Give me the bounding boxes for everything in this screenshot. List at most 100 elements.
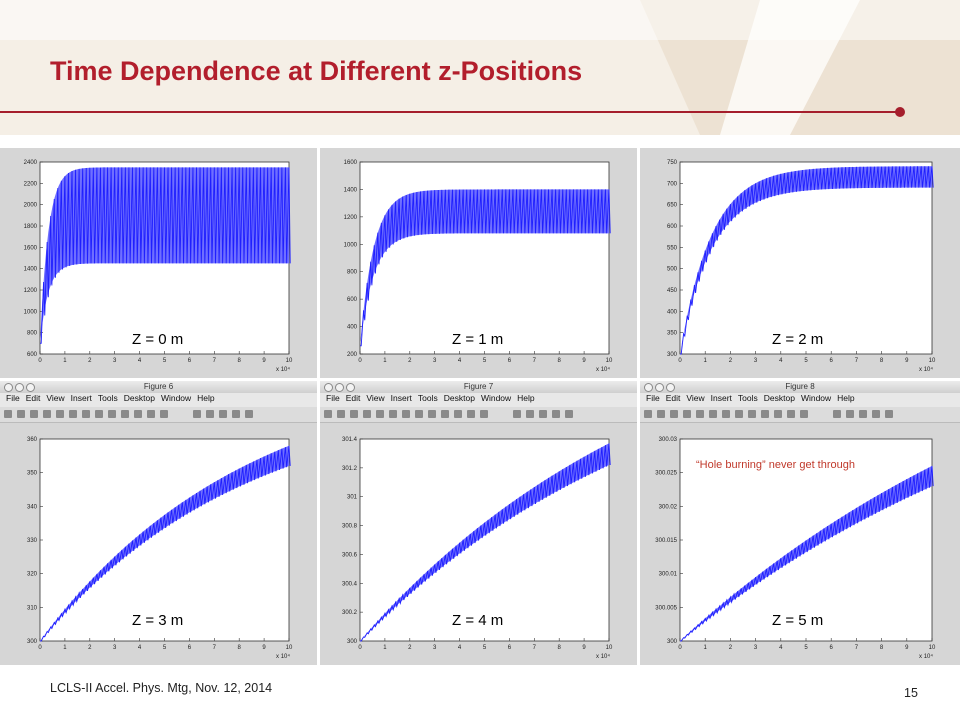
x-tick-label: 6 bbox=[830, 645, 834, 651]
toolbar-tool-icon[interactable] bbox=[526, 410, 534, 418]
menu-tools[interactable]: Tools bbox=[737, 393, 758, 403]
menu-tools[interactable]: Tools bbox=[97, 393, 118, 403]
close-icon[interactable] bbox=[644, 383, 653, 392]
toolbar-tool-icon[interactable] bbox=[428, 410, 436, 418]
zoom-icon[interactable] bbox=[346, 383, 355, 392]
toolbar-tool-icon[interactable] bbox=[709, 410, 717, 418]
toolbar-tool-icon[interactable] bbox=[441, 410, 449, 418]
close-icon[interactable] bbox=[4, 383, 13, 392]
toolbar-tool-icon[interactable] bbox=[56, 410, 64, 418]
toolbar-tool-icon[interactable] bbox=[670, 410, 678, 418]
menu-file[interactable]: File bbox=[646, 393, 660, 403]
toolbar-tool-icon[interactable] bbox=[402, 410, 410, 418]
toolbar-tool-icon[interactable] bbox=[565, 410, 573, 418]
x-tick-label: 8 bbox=[880, 358, 884, 364]
x-tick-label: 1 bbox=[383, 645, 387, 651]
toolbar-tool-icon[interactable] bbox=[245, 410, 253, 418]
toolbar-tool-icon[interactable] bbox=[800, 410, 808, 418]
toolbar-tool-icon[interactable] bbox=[722, 410, 730, 418]
toolbar-tool-icon[interactable] bbox=[108, 410, 116, 418]
toolbar-tool-icon[interactable] bbox=[324, 410, 332, 418]
toolbar-tool-icon[interactable] bbox=[95, 410, 103, 418]
minimize-icon[interactable] bbox=[335, 383, 344, 392]
toolbar-tool-icon[interactable] bbox=[657, 410, 665, 418]
z-position-label: Z = 5 m bbox=[772, 612, 823, 629]
minimize-icon[interactable] bbox=[655, 383, 664, 392]
menu-file[interactable]: File bbox=[326, 393, 340, 403]
y-tick-label: 1400 bbox=[344, 187, 358, 193]
title-rule bbox=[0, 111, 900, 113]
toolbar-tool-icon[interactable] bbox=[696, 410, 704, 418]
menu-help[interactable]: Help bbox=[197, 393, 215, 403]
menu-desktop[interactable]: Desktop bbox=[763, 393, 795, 403]
toolbar-tool-icon[interactable] bbox=[644, 410, 652, 418]
menu-edit[interactable]: Edit bbox=[25, 393, 41, 403]
menu-desktop[interactable]: Desktop bbox=[443, 393, 475, 403]
toolbar-tool-icon[interactable] bbox=[872, 410, 880, 418]
toolbar-tool-icon[interactable] bbox=[134, 410, 142, 418]
x-tick-label: 1 bbox=[704, 358, 708, 364]
toolbar-tool-icon[interactable] bbox=[480, 410, 488, 418]
toolbar-tool-icon[interactable] bbox=[552, 410, 560, 418]
toolbar-tool-icon[interactable] bbox=[147, 410, 155, 418]
toolbar-tool-icon[interactable] bbox=[415, 410, 423, 418]
toolbar-tool-icon[interactable] bbox=[539, 410, 547, 418]
toolbar-tool-icon[interactable] bbox=[787, 410, 795, 418]
toolbar-tool-icon[interactable] bbox=[350, 410, 358, 418]
menu-view[interactable]: View bbox=[366, 393, 385, 403]
chart-panel-z0: 600 800 1000 1200 1400 1600 1800 2000 2200 2400 0 1… bbox=[0, 148, 317, 378]
menu-help[interactable]: Help bbox=[517, 393, 535, 403]
toolbar-tool-icon[interactable] bbox=[193, 410, 201, 418]
close-icon[interactable] bbox=[324, 383, 333, 392]
toolbar-tool-icon[interactable] bbox=[337, 410, 345, 418]
toolbar-tool-icon[interactable] bbox=[82, 410, 90, 418]
x-multiplier-label: x 10⁴ bbox=[596, 653, 610, 660]
toolbar-tool-icon[interactable] bbox=[885, 410, 893, 418]
toolbar-tool-icon[interactable] bbox=[859, 410, 867, 418]
y-tick-label: 350 bbox=[667, 331, 678, 337]
menu-insert[interactable]: Insert bbox=[390, 393, 412, 403]
menu-window[interactable]: Window bbox=[480, 393, 512, 403]
toolbar-tool-icon[interactable] bbox=[232, 410, 240, 418]
menu-view[interactable]: View bbox=[686, 393, 705, 403]
toolbar-tool-icon[interactable] bbox=[376, 410, 384, 418]
plot-area bbox=[679, 161, 933, 355]
toolbar-tool-icon[interactable] bbox=[4, 410, 12, 418]
toolbar-tool-icon[interactable] bbox=[69, 410, 77, 418]
toolbar-tool-icon[interactable] bbox=[389, 410, 397, 418]
toolbar-tool-icon[interactable] bbox=[748, 410, 756, 418]
toolbar-tool-icon[interactable] bbox=[160, 410, 168, 418]
toolbar-tool-icon[interactable] bbox=[219, 410, 227, 418]
zoom-icon[interactable] bbox=[26, 383, 35, 392]
zoom-icon[interactable] bbox=[666, 383, 675, 392]
menu-desktop[interactable]: Desktop bbox=[123, 393, 155, 403]
toolbar-tool-icon[interactable] bbox=[206, 410, 214, 418]
toolbar-tool-icon[interactable] bbox=[121, 410, 129, 418]
menu-insert[interactable]: Insert bbox=[710, 393, 732, 403]
menu-window[interactable]: Window bbox=[160, 393, 192, 403]
menu-view[interactable]: View bbox=[46, 393, 65, 403]
series-envelope-area bbox=[40, 167, 289, 344]
menu-edit[interactable]: Edit bbox=[345, 393, 361, 403]
toolbar-tool-icon[interactable] bbox=[363, 410, 371, 418]
toolbar-tool-icon[interactable] bbox=[454, 410, 462, 418]
toolbar-tool-icon[interactable] bbox=[17, 410, 25, 418]
menu-tools[interactable]: Tools bbox=[417, 393, 438, 403]
toolbar-tool-icon[interactable] bbox=[513, 410, 521, 418]
toolbar-tool-icon[interactable] bbox=[833, 410, 841, 418]
menu-help[interactable]: Help bbox=[837, 393, 855, 403]
toolbar-tool-icon[interactable] bbox=[30, 410, 38, 418]
toolbar-tool-icon[interactable] bbox=[761, 410, 769, 418]
toolbar-tool-icon[interactable] bbox=[735, 410, 743, 418]
toolbar-tool-icon[interactable] bbox=[683, 410, 691, 418]
menu-insert[interactable]: Insert bbox=[70, 393, 92, 403]
toolbar-tool-icon[interactable] bbox=[43, 410, 51, 418]
minimize-icon[interactable] bbox=[15, 383, 24, 392]
toolbar-tool-icon[interactable] bbox=[467, 410, 475, 418]
toolbar-tool-icon[interactable] bbox=[846, 410, 854, 418]
menu-edit[interactable]: Edit bbox=[665, 393, 681, 403]
toolbar-tool-icon[interactable] bbox=[774, 410, 782, 418]
menu-file[interactable]: File bbox=[6, 393, 20, 403]
menu-window[interactable]: Window bbox=[800, 393, 832, 403]
x-tick-label: 1 bbox=[383, 358, 387, 364]
